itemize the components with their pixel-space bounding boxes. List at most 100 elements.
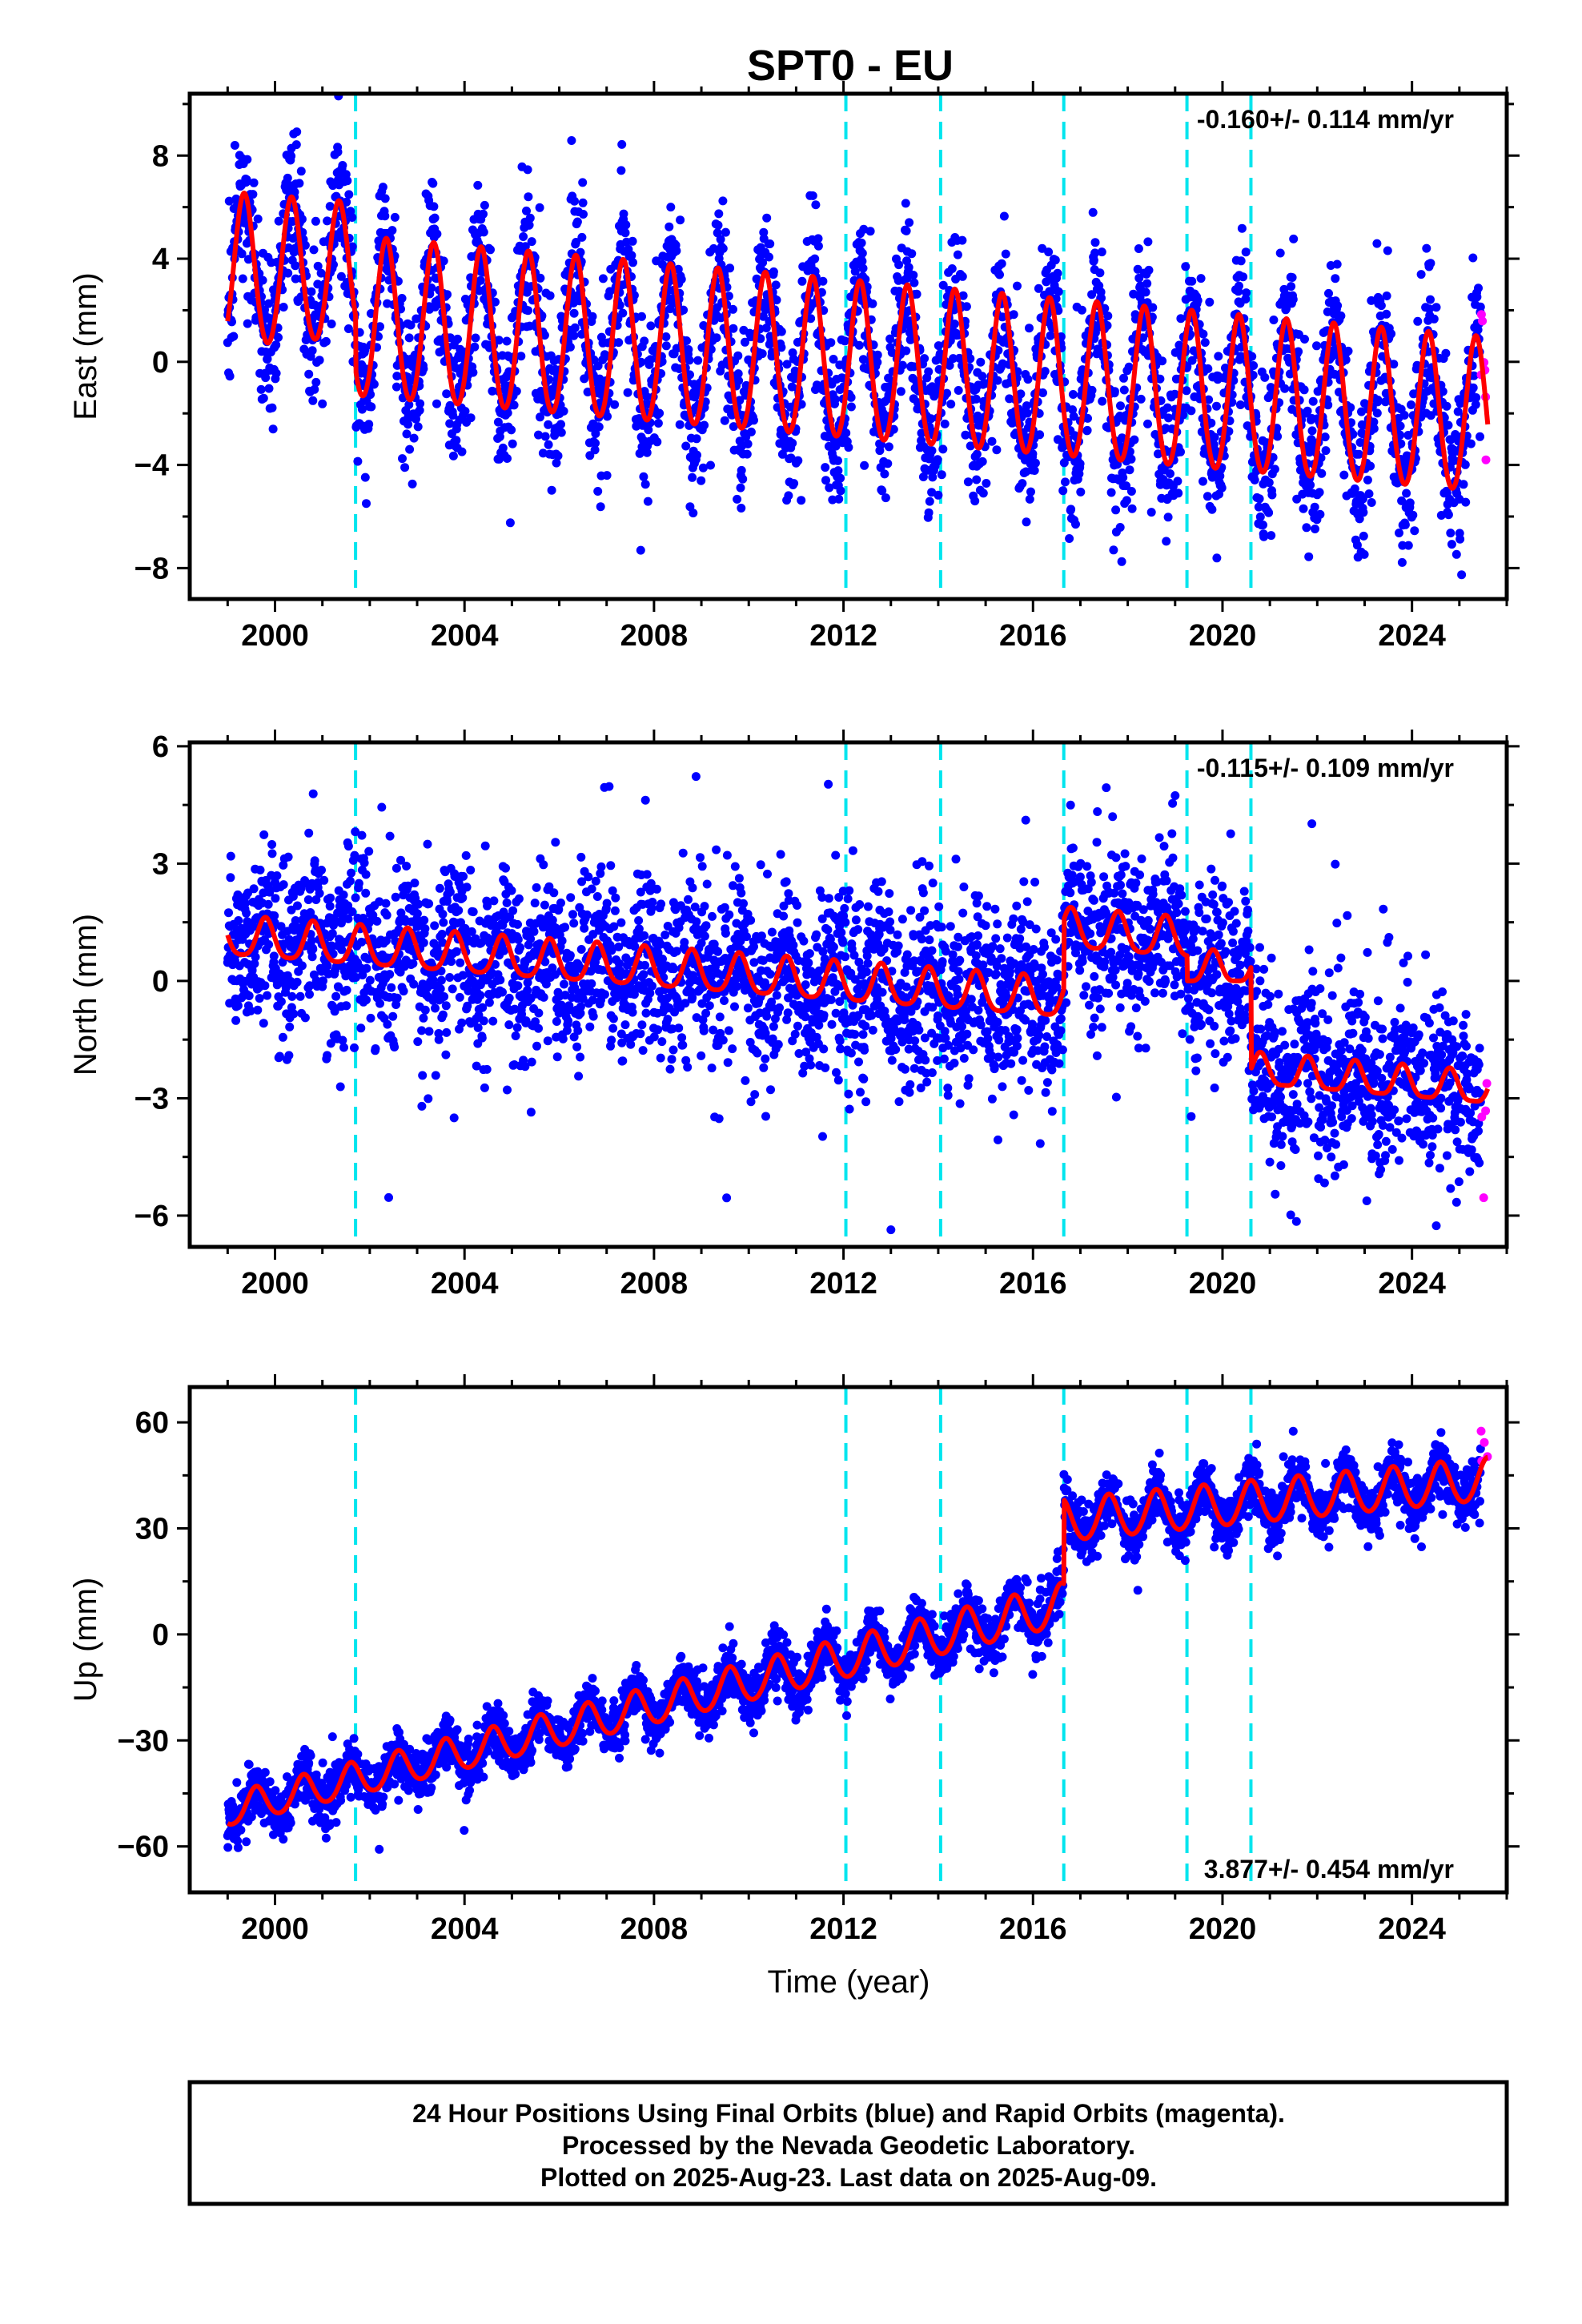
- final-orbit-point: [759, 227, 769, 237]
- final-orbit-point: [1372, 239, 1382, 248]
- final-orbit-point: [935, 349, 945, 359]
- final-orbit-point: [620, 1020, 630, 1030]
- final-orbit-point: [777, 343, 786, 352]
- final-orbit-point: [448, 451, 458, 460]
- final-orbit-point: [570, 323, 580, 332]
- final-orbit-point: [291, 261, 300, 271]
- final-orbit-point: [1336, 311, 1346, 320]
- final-orbit-point: [1373, 396, 1383, 404]
- final-orbit-point: [1389, 360, 1399, 369]
- final-orbit-point: [545, 291, 555, 300]
- final-orbit-point: [260, 981, 270, 991]
- final-orbit-point: [733, 369, 743, 379]
- final-orbit-point: [448, 411, 458, 420]
- final-orbit-point: [503, 408, 512, 418]
- final-orbit-point: [353, 456, 363, 466]
- final-orbit-point: [1460, 460, 1470, 469]
- final-orbit-point: [264, 940, 274, 949]
- final-orbit-point: [1311, 525, 1319, 533]
- final-orbit-point: [970, 497, 980, 506]
- final-orbit-point: [761, 324, 771, 332]
- final-orbit-point: [1270, 464, 1279, 474]
- final-orbit-point: [933, 455, 942, 464]
- x-tick-label: 2008: [620, 619, 689, 653]
- final-orbit-point: [1369, 424, 1379, 433]
- final-orbit-point: [339, 1043, 348, 1052]
- final-orbit-point: [491, 297, 500, 307]
- panels: 2000 2004 2008 2012 2016 2020 2024−8−4048East …: [68, 81, 1520, 2000]
- final-orbit-point: [1426, 259, 1435, 268]
- final-orbit-point: [291, 140, 301, 150]
- final-orbit-point: [551, 838, 560, 847]
- final-orbit-point: [640, 795, 650, 805]
- final-orbit-point: [547, 485, 556, 495]
- final-orbit-point: [1200, 338, 1210, 348]
- final-orbit-point: [1357, 407, 1366, 416]
- final-orbit-point: [585, 451, 595, 460]
- final-orbit-point: [592, 892, 602, 901]
- final-orbit-point: [307, 952, 317, 962]
- final-orbit-point: [596, 862, 606, 871]
- final-orbit-point: [442, 1027, 452, 1037]
- final-orbit-point: [509, 400, 519, 410]
- final-orbit-point: [534, 1008, 544, 1018]
- final-orbit-point: [576, 1052, 585, 1062]
- final-orbit-point: [718, 243, 728, 253]
- final-orbit-point: [1407, 400, 1415, 409]
- final-orbit-point: [434, 1035, 444, 1044]
- final-orbit-point: [905, 218, 914, 227]
- final-orbit-point: [313, 261, 323, 271]
- final-orbit-point: [1066, 505, 1076, 514]
- final-orbit-point: [308, 396, 318, 405]
- final-orbit-point: [829, 355, 838, 364]
- final-orbit-point: [1187, 276, 1197, 286]
- rapid-orbit-point: [1476, 310, 1486, 320]
- final-orbit-point: [698, 463, 708, 472]
- final-orbit-point: [1023, 375, 1033, 384]
- final-orbit-point: [1212, 553, 1222, 563]
- plot-frame: [187, 91, 1509, 601]
- final-orbit-point: [242, 908, 251, 918]
- final-orbit-point: [458, 893, 468, 903]
- final-orbit-point: [385, 970, 395, 979]
- final-orbit-point: [603, 412, 612, 421]
- final-orbit-point: [439, 256, 448, 266]
- final-orbit-point: [607, 1035, 616, 1045]
- final-orbit-point: [297, 961, 307, 971]
- final-orbit-point: [576, 1002, 585, 1011]
- final-orbit-point: [961, 430, 970, 440]
- final-orbit-point: [437, 930, 447, 939]
- final-orbit-point: [287, 151, 296, 161]
- final-orbit-point: [1162, 537, 1171, 546]
- final-orbit-point: [1259, 532, 1269, 541]
- final-orbit-point: [1402, 489, 1411, 498]
- final-orbit-point: [972, 475, 982, 485]
- final-orbit-point: [769, 267, 778, 276]
- final-orbit-point: [279, 880, 288, 890]
- final-orbit-point: [1088, 207, 1098, 217]
- final-orbit-point: [1163, 513, 1173, 522]
- panel-2: 2000 2004 2008 2012 2016 2020 2024−6−3036North…: [68, 730, 1520, 1301]
- final-orbit-point: [602, 899, 612, 908]
- final-orbit-point: [440, 992, 449, 1001]
- final-orbit-point: [1399, 411, 1409, 420]
- final-orbit-point: [1035, 430, 1045, 440]
- final-orbit-point: [1075, 459, 1085, 468]
- final-orbit-point: [1022, 517, 1031, 527]
- final-orbit-point: [637, 312, 646, 321]
- final-orbit-point: [480, 200, 489, 210]
- final-orbit-point: [556, 428, 566, 437]
- final-orbit-point: [1267, 531, 1276, 541]
- final-orbit-point: [737, 504, 746, 513]
- final-orbit-point: [741, 337, 749, 347]
- final-orbit-point: [639, 472, 648, 481]
- final-orbit-point: [1324, 288, 1333, 298]
- final-orbit-point: [415, 405, 424, 415]
- final-orbit-point: [398, 454, 407, 464]
- final-orbit-point: [462, 883, 472, 892]
- final-orbit-point: [275, 1051, 284, 1061]
- final-orbit-point: [818, 276, 828, 286]
- final-orbit-point: [1059, 458, 1069, 468]
- final-orbit-point: [572, 238, 580, 247]
- final-orbit-point: [445, 887, 455, 897]
